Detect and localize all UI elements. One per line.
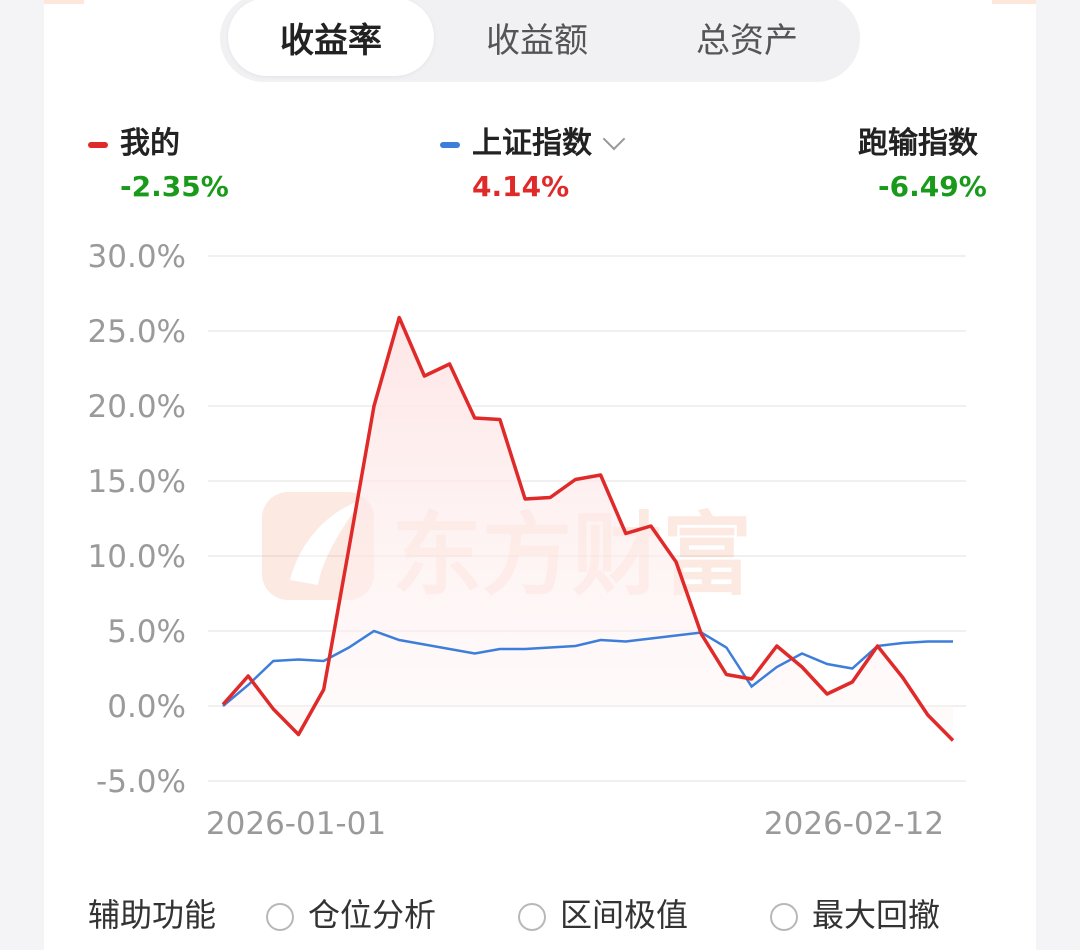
tab-return-amount[interactable]: 收益额: [486, 20, 588, 61]
legend-mine[interactable]: 我的 -2.35%: [88, 118, 229, 203]
top-strip: [992, 0, 1036, 4]
y-tick-label: 10.0%: [88, 539, 186, 575]
radio-icon[interactable]: [770, 903, 798, 931]
option-position-analysis[interactable]: 仓位分析: [266, 890, 436, 936]
y-tick-label: 5.0%: [107, 614, 186, 650]
y-tick-label: 30.0%: [88, 239, 186, 275]
y-tick-label: 20.0%: [88, 389, 186, 425]
legend-swatch-blue: [440, 141, 460, 148]
y-tick-label: 15.0%: [88, 464, 186, 500]
radio-icon[interactable]: [266, 903, 294, 931]
legend-value-mine: -2.35%: [120, 170, 229, 203]
x-axis-ticks: 2026-01-01 2026-02-12: [206, 806, 944, 842]
tab-total-assets[interactable]: 总资产: [696, 20, 798, 61]
card: [44, 0, 1036, 950]
y-tick-label: -5.0%: [96, 764, 186, 800]
option-range-extremes[interactable]: 区间极值: [518, 890, 688, 936]
option-max-drawdown[interactable]: 最大回撤: [770, 890, 940, 936]
series-line-index: [222, 629, 953, 707]
y-axis-ticks: 30.0% 25.0% 20.0% 15.0% 10.0% 5.0% 0.0% -5.0%: [88, 239, 186, 800]
legend-label-beat: 跑输指数: [858, 126, 978, 161]
radio-icon[interactable]: [518, 903, 546, 931]
y-tick-label: 25.0%: [88, 314, 186, 350]
series-line-mine: [221, 315, 955, 742]
tab-return-rate[interactable]: 收益率: [228, 0, 434, 76]
option-label: 区间极值: [560, 896, 689, 934]
legend-index[interactable]: 上证指数 4.14%: [440, 118, 626, 203]
series-area-mine: [223, 317, 953, 741]
option-label: 最大回撤: [812, 896, 941, 934]
legend-value-index: 4.14%: [472, 170, 570, 203]
tools-label: 辅助功能: [88, 896, 217, 934]
legend-swatch-red: [88, 141, 108, 148]
tab-bar: 收益率 收益额 总资产: [220, 0, 860, 82]
legend-label-mine: 我的: [120, 126, 180, 161]
top-strip: [44, 0, 84, 4]
legend-beat: 跑输指数 -6.49%: [858, 118, 987, 203]
y-tick-label: 0.0%: [107, 689, 186, 725]
option-label: 仓位分析: [308, 896, 437, 934]
x-tick-label: 2026-01-01: [206, 806, 386, 842]
legend-label-index: 上证指数: [472, 126, 592, 161]
legend-value-beat: -6.49%: [878, 170, 987, 203]
x-tick-label: 2026-02-12: [764, 806, 944, 842]
